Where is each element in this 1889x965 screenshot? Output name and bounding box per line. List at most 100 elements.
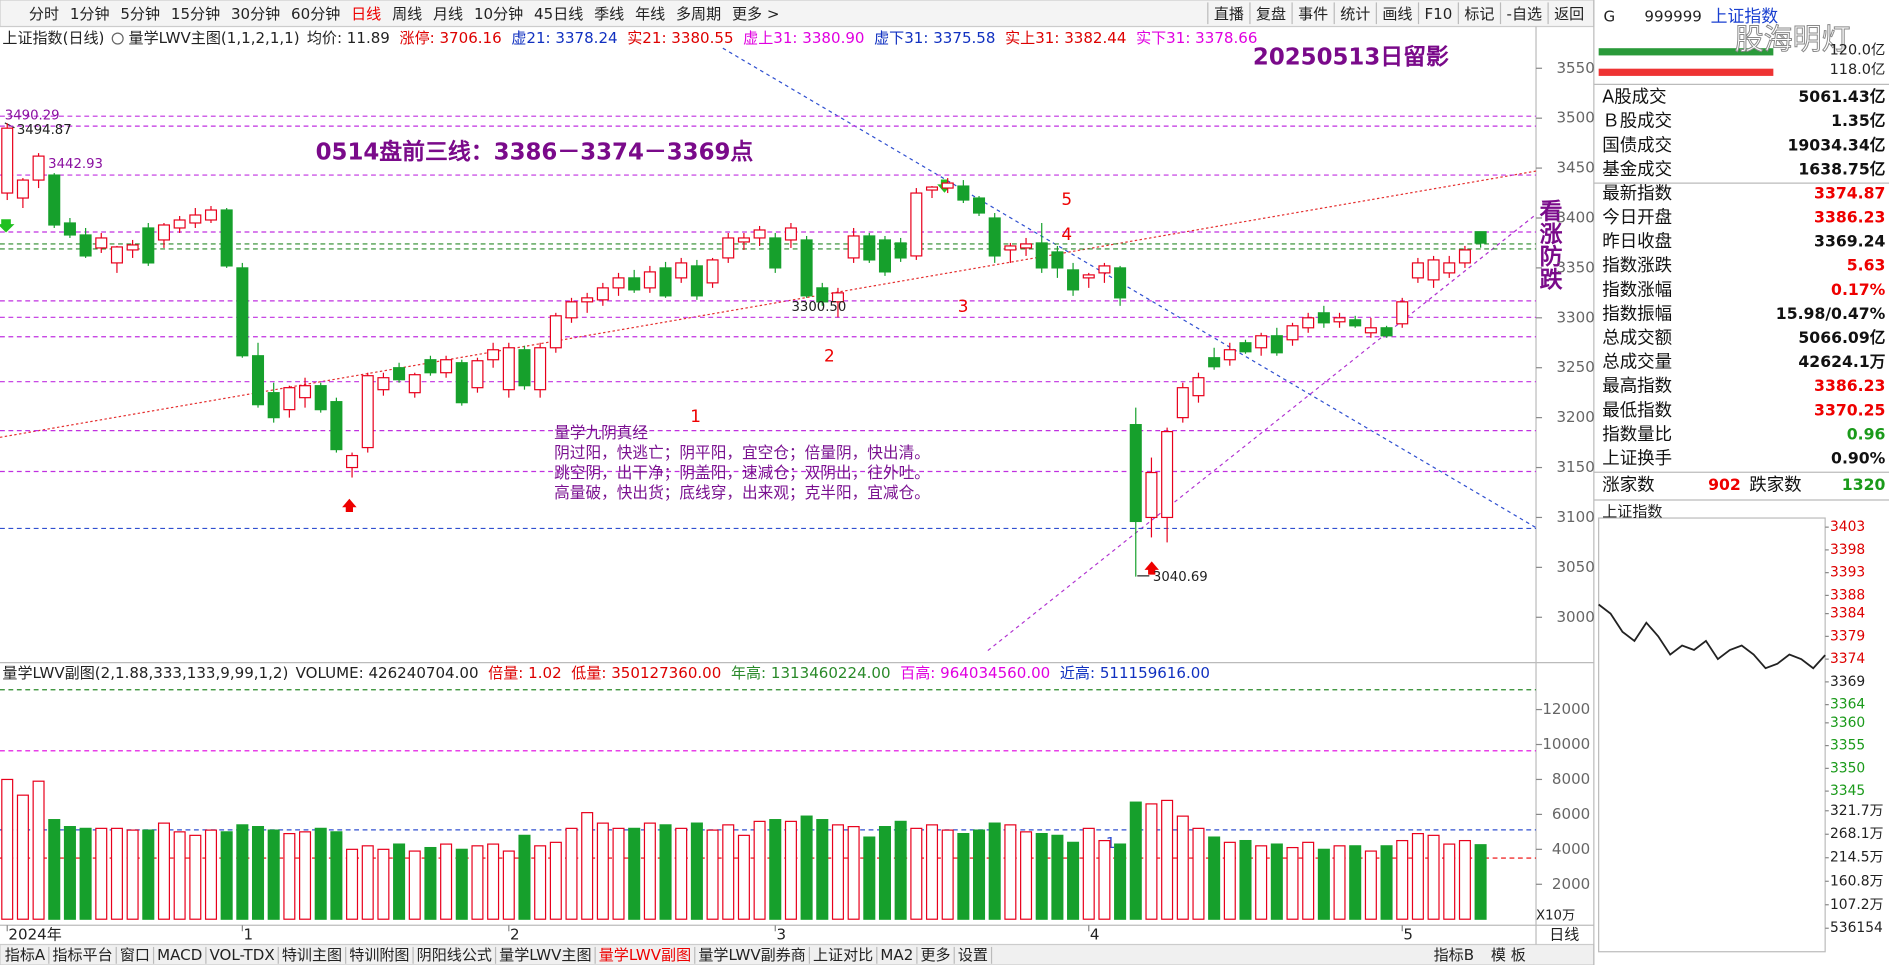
y-tick-label: 3200	[1556, 408, 1594, 426]
candle-body	[267, 392, 280, 419]
candle-body	[16, 179, 29, 199]
period-tab[interactable]: 60分钟	[291, 5, 340, 23]
indicator-tab[interactable]: 量学LWV副图	[599, 946, 691, 964]
volume-bar	[769, 819, 782, 920]
indicator-tab[interactable]: 指标平台	[52, 946, 112, 964]
info-value: 1.35亿	[1831, 111, 1885, 130]
tool-button[interactable]: 统计	[1340, 5, 1370, 23]
candle-body	[1317, 312, 1330, 324]
volume-bar	[581, 812, 594, 920]
volume-bar	[79, 827, 92, 920]
icon	[111, 32, 124, 45]
volume-bar	[1255, 845, 1268, 920]
period-tab[interactable]: 季线	[594, 5, 624, 23]
candle-body	[1192, 377, 1205, 397]
period-tab[interactable]: 30分钟	[231, 5, 280, 23]
indicator-value: 虚下31: 3375.58	[874, 29, 995, 47]
candle-body	[48, 174, 61, 226]
y-tick-label: 3100	[1556, 508, 1594, 526]
price-label: 3490.29	[5, 109, 60, 124]
volume-bar	[361, 845, 374, 920]
period-tab[interactable]: 10分钟	[474, 5, 523, 23]
tool-button[interactable]: -自选	[1507, 5, 1543, 23]
volume-bar	[549, 841, 562, 920]
candle-body	[251, 355, 265, 406]
candle-body	[1035, 242, 1048, 269]
indicator-tab[interactable]: 指标A	[5, 946, 46, 964]
candle-body	[581, 297, 594, 303]
indicator-tab[interactable]: 量学LWV副券商	[698, 946, 805, 964]
wave-label: 3	[958, 296, 969, 316]
indicator-tab[interactable]: 设置	[958, 946, 988, 964]
volume-bar	[628, 827, 641, 920]
period-tab[interactable]: 1分钟	[70, 5, 110, 23]
info-value: 15.98/0.47%	[1776, 304, 1886, 323]
volume-bar	[1004, 824, 1017, 920]
volume-bar	[596, 822, 609, 920]
period-tab[interactable]: 45日线	[534, 5, 583, 23]
volume-bar	[690, 822, 703, 920]
volume-marker: 1	[1106, 834, 1116, 852]
volume-bar	[800, 815, 813, 920]
period-tab[interactable]: 5分钟	[120, 5, 160, 23]
period-tab[interactable]: 更多 >	[732, 5, 779, 23]
candle-body	[863, 235, 876, 261]
volume-bar	[455, 848, 468, 920]
indicator-tab[interactable]: VOL-TDX	[210, 946, 275, 964]
info-value: 19034.34亿	[1788, 135, 1886, 154]
amount-bottom: 118.0亿	[1830, 61, 1886, 78]
indicator-tab[interactable]: 更多	[921, 946, 951, 964]
indicator-tab[interactable]: 窗口	[120, 946, 150, 964]
indicator-tab[interactable]: 阴阳线公式	[417, 946, 492, 964]
candle-body	[769, 237, 782, 269]
info-label: Ｂ股成交	[1602, 112, 1672, 132]
volume-unit: X10万	[1536, 909, 1575, 924]
indicator-tab[interactable]: 特训附图	[349, 946, 409, 964]
info-label: 国债成交	[1602, 136, 1672, 156]
volume-bar	[831, 824, 844, 920]
period-label: 日线	[1549, 925, 1579, 943]
candle-body	[1270, 335, 1283, 354]
volume-bar	[471, 845, 484, 920]
indicator-tab[interactable]: MACD	[157, 946, 202, 964]
volume-bar	[314, 827, 327, 920]
tool-button[interactable]: 返回	[1554, 5, 1584, 23]
panel-title: 量学LWV副图(2,1.88,333,133,9,99,1,2)	[2, 664, 288, 682]
tool-button[interactable]: F10	[1425, 5, 1453, 23]
candle-body	[424, 359, 437, 374]
period-tab[interactable]: 15分钟	[171, 5, 220, 23]
tool-button[interactable]: 复盘	[1256, 5, 1286, 23]
indicator-tab[interactable]: 特训主图	[282, 946, 342, 964]
period-tab[interactable]: 月线	[433, 5, 463, 23]
period-tab[interactable]: 年线	[635, 5, 665, 23]
period-tab[interactable]: 多周期	[676, 5, 721, 23]
tool-button[interactable]: 画线	[1382, 5, 1412, 23]
period-tab[interactable]: 日线	[351, 5, 381, 23]
period-tab[interactable]: 周线	[392, 5, 422, 23]
candle-body	[95, 237, 108, 249]
template-tab[interactable]: 指标B	[1434, 946, 1474, 964]
info-label: 指数涨幅	[1602, 280, 1672, 300]
wave-label: 2	[824, 346, 835, 366]
volume-bar	[142, 829, 155, 920]
volume-bar	[236, 824, 249, 920]
template-tab[interactable]: 模 板	[1491, 946, 1526, 964]
price-label: 3494.87	[17, 123, 72, 138]
indicator-tab[interactable]: 量学LWV主图	[499, 946, 591, 964]
candle-body	[1302, 317, 1315, 329]
y2-tick-label: 214.5万	[1830, 850, 1883, 866]
indicator-tab[interactable]: 上证对比	[813, 946, 873, 964]
price-label: 3300.50	[792, 300, 847, 315]
candle-body	[941, 182, 954, 189]
x-tick-label: 1	[244, 925, 254, 943]
candle-body	[1161, 431, 1174, 519]
y2-tick-label: 268.1万	[1830, 826, 1883, 842]
tool-button[interactable]: 标记	[1464, 5, 1494, 23]
period-tab[interactable]: 分时	[29, 5, 59, 23]
candle-body	[220, 209, 233, 267]
candle-body	[894, 242, 907, 259]
candle-body	[784, 227, 797, 241]
tool-button[interactable]: 直播	[1214, 5, 1244, 23]
tool-button[interactable]: 事件	[1298, 5, 1328, 23]
indicator-tab[interactable]: MA2	[880, 946, 913, 964]
